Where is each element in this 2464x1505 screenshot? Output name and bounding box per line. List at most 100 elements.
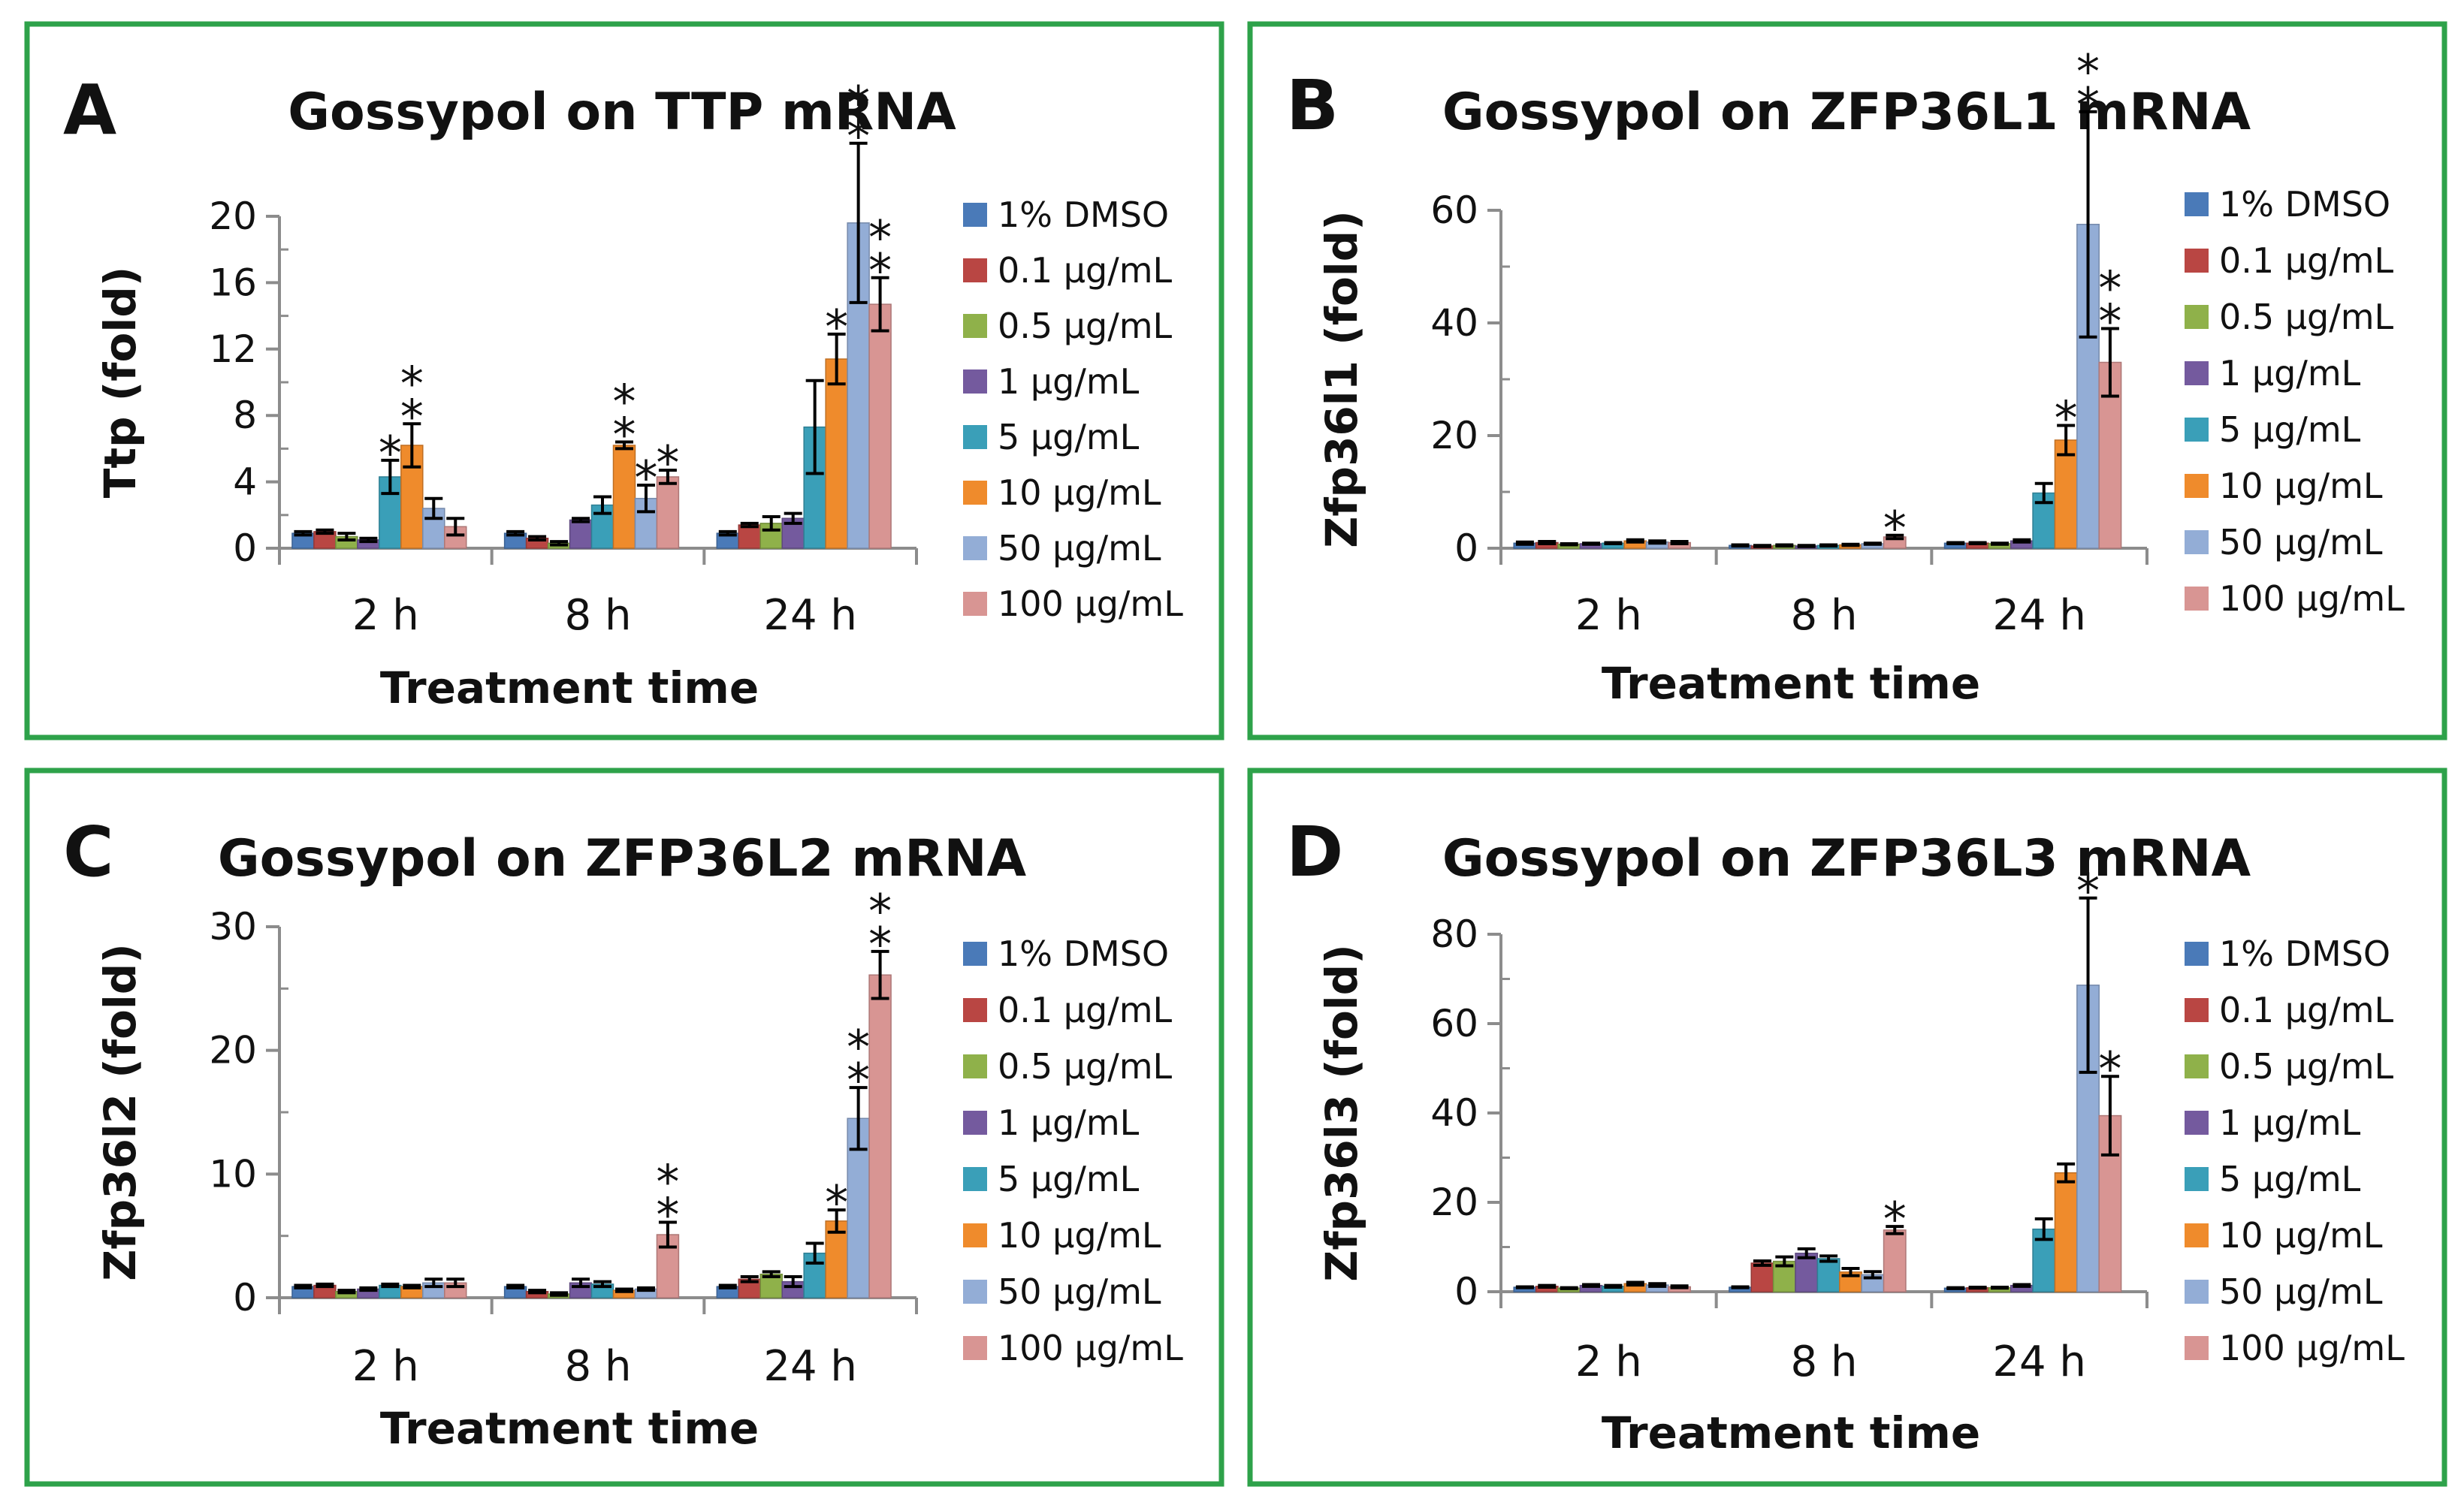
legend-label: 50 μg/mL bbox=[998, 1271, 1161, 1312]
x-tick-label: 8 h bbox=[565, 591, 632, 640]
significance-mark: * * bbox=[847, 1020, 870, 1108]
significance-star: * bbox=[2098, 1042, 2121, 1096]
legend-label: 1 μg/mL bbox=[998, 1102, 1140, 1143]
panel-border bbox=[24, 21, 1224, 740]
legend-swatch bbox=[963, 1223, 987, 1247]
significance-star: * bbox=[2076, 44, 2100, 99]
legend-label: 0.5 μg/mL bbox=[998, 1046, 1173, 1087]
significance-mark: * * bbox=[847, 76, 870, 164]
significance-mark: * bbox=[2076, 864, 2100, 918]
significance-mark: * bbox=[1883, 1192, 1907, 1247]
significance-mark: * bbox=[825, 1175, 848, 1230]
x-tick-label: 8 h bbox=[1791, 591, 1858, 640]
y-tick-label: 0 bbox=[1454, 526, 1478, 570]
x-axis-label: Treatment time bbox=[380, 662, 759, 713]
y-tick-label: 0 bbox=[233, 526, 257, 570]
y-axis-label: Zfp36l2 (fold) bbox=[95, 943, 146, 1280]
significance-star: * bbox=[868, 917, 892, 972]
legend-swatch bbox=[2185, 1054, 2209, 1078]
x-tick-label: 2 h bbox=[352, 591, 419, 640]
legend-swatch bbox=[963, 314, 987, 338]
significance-mark: * bbox=[2098, 1042, 2121, 1096]
significance-star: * bbox=[1883, 1192, 1907, 1247]
legend-swatch bbox=[963, 425, 987, 449]
y-axis-label: Zfp36l1 (fold) bbox=[1316, 210, 1367, 547]
bar bbox=[656, 476, 680, 549]
significance-star: * bbox=[847, 76, 870, 131]
legend-label: 0.1 μg/mL bbox=[2219, 240, 2394, 281]
legend-label: 5 μg/mL bbox=[2219, 409, 2361, 450]
legend-swatch bbox=[2185, 1167, 2209, 1191]
chart-title: Gossypol on ZFP36L2 mRNA bbox=[218, 829, 1027, 888]
significance-star: * bbox=[868, 884, 892, 939]
significance-mark: * * bbox=[868, 210, 892, 298]
legend-label: 10 μg/mL bbox=[998, 472, 1161, 513]
x-tick-label: 2 h bbox=[1575, 591, 1642, 640]
legend-label: 0.5 μg/mL bbox=[2219, 1046, 2394, 1087]
legend-label: 100 μg/mL bbox=[2219, 1328, 2405, 1368]
legend-label: 1 μg/mL bbox=[2219, 353, 2361, 394]
y-axis-label: Ttp (fold) bbox=[95, 267, 146, 499]
y-tick-label: 0 bbox=[1454, 1270, 1478, 1313]
legend-label: 1% DMSO bbox=[998, 195, 1169, 235]
x-tick-label: 24 h bbox=[763, 591, 857, 640]
significance-star: * bbox=[847, 1053, 870, 1108]
legend-label: 0.5 μg/mL bbox=[2219, 297, 2394, 337]
x-tick-label: 2 h bbox=[1575, 1338, 1642, 1386]
bar bbox=[1883, 1229, 1907, 1292]
significance-mark: * bbox=[634, 451, 657, 505]
legend-label: 0.1 μg/mL bbox=[998, 250, 1173, 291]
bar bbox=[612, 445, 636, 549]
significance-mark: * * bbox=[400, 356, 424, 444]
significance-star: * bbox=[825, 1175, 848, 1230]
significance-mark: * bbox=[656, 436, 679, 490]
panel-letter: C bbox=[63, 812, 114, 892]
significance-mark: * * bbox=[2076, 44, 2100, 132]
legend-swatch bbox=[2185, 418, 2209, 442]
significance-mark: * * bbox=[2098, 261, 2121, 349]
x-tick-label: 8 h bbox=[1791, 1338, 1858, 1386]
legend-swatch bbox=[963, 536, 987, 560]
legend-swatch bbox=[963, 1167, 987, 1191]
significance-star: * bbox=[656, 1155, 679, 1210]
y-tick-label: 4 bbox=[233, 460, 257, 504]
significance-mark: * bbox=[379, 426, 402, 481]
significance-mark: * * bbox=[656, 1155, 679, 1243]
chart-title: Gossypol on ZFP36L1 mRNA bbox=[1442, 83, 2251, 142]
bar bbox=[569, 519, 593, 549]
legend-swatch bbox=[2185, 249, 2209, 273]
significance-star: * bbox=[2055, 391, 2078, 446]
y-tick-label: 20 bbox=[209, 1029, 257, 1072]
significance-star: * bbox=[868, 210, 892, 265]
legend-label: 5 μg/mL bbox=[998, 1159, 1140, 1199]
significance-star: * bbox=[847, 1020, 870, 1075]
significance-mark: * * bbox=[868, 884, 892, 972]
legend-swatch bbox=[2185, 361, 2209, 385]
legend-label: 10 μg/mL bbox=[998, 1215, 1161, 1256]
significance-mark: * bbox=[2055, 391, 2078, 446]
significance-star: * bbox=[612, 375, 636, 430]
legend-label: 0.1 μg/mL bbox=[2219, 990, 2394, 1030]
significance-star: * bbox=[400, 356, 424, 411]
legend-label: 10 μg/mL bbox=[2219, 1215, 2383, 1256]
legend-label: 1% DMSO bbox=[2219, 184, 2390, 225]
significance-mark: * * bbox=[612, 375, 636, 463]
legend-swatch bbox=[963, 481, 987, 505]
legend-label: 50 μg/mL bbox=[998, 528, 1161, 569]
legend-label: 50 μg/mL bbox=[2219, 522, 2383, 562]
panel-c: C Gossypol on ZFP36L2 mRNA 0 10 20 30 Zfp36l2 … bbox=[24, 768, 1224, 1487]
panel-border bbox=[1247, 768, 2447, 1487]
significance-star: * bbox=[868, 243, 892, 298]
legend-label: 100 μg/mL bbox=[998, 1328, 1183, 1368]
legend-label: 1 μg/mL bbox=[2219, 1102, 2361, 1143]
legend-swatch bbox=[963, 258, 987, 282]
x-tick-label: 24 h bbox=[1992, 1338, 2086, 1386]
y-tick-label: 0 bbox=[233, 1276, 257, 1320]
y-tick-label: 8 bbox=[233, 394, 257, 437]
chart-title: Gossypol on ZFP36L3 mRNA bbox=[1442, 829, 2251, 888]
y-tick-label: 30 bbox=[209, 905, 257, 949]
x-tick-label: 2 h bbox=[352, 1342, 419, 1391]
legend-swatch bbox=[2185, 305, 2209, 329]
panel-a: A Gossypol on TTP mRNA 0 4 8 12 16 20 Ttp (fold)… bbox=[24, 21, 1224, 740]
